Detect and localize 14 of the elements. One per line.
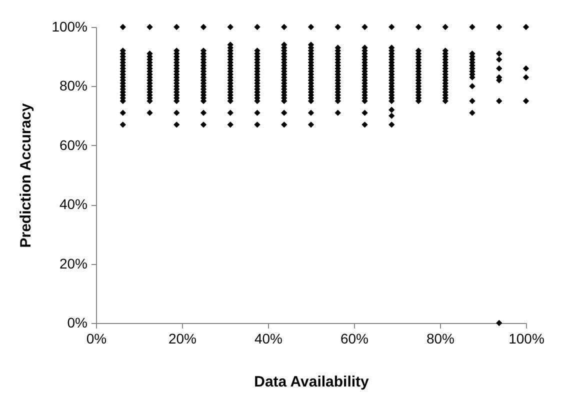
x-tick-label: 100%	[508, 330, 544, 346]
y-tick-label: 0%	[67, 314, 88, 330]
x-tick-label: 40%	[254, 330, 283, 346]
y-tick-label: 80%	[59, 78, 88, 94]
x-tick-label: 0%	[86, 330, 107, 346]
y-axis-title: Prediction Accuracy	[18, 102, 35, 248]
y-tick-label: 40%	[59, 196, 88, 212]
x-tick-label: 60%	[340, 330, 369, 346]
x-tick-label: 80%	[426, 330, 455, 346]
x-tick-label: 20%	[168, 330, 197, 346]
y-tick-label: 20%	[59, 255, 88, 272]
y-tick-label: 100%	[52, 18, 88, 34]
x-axis-title: Data Availability	[254, 374, 370, 390]
y-tick-label: 60%	[59, 136, 88, 153]
